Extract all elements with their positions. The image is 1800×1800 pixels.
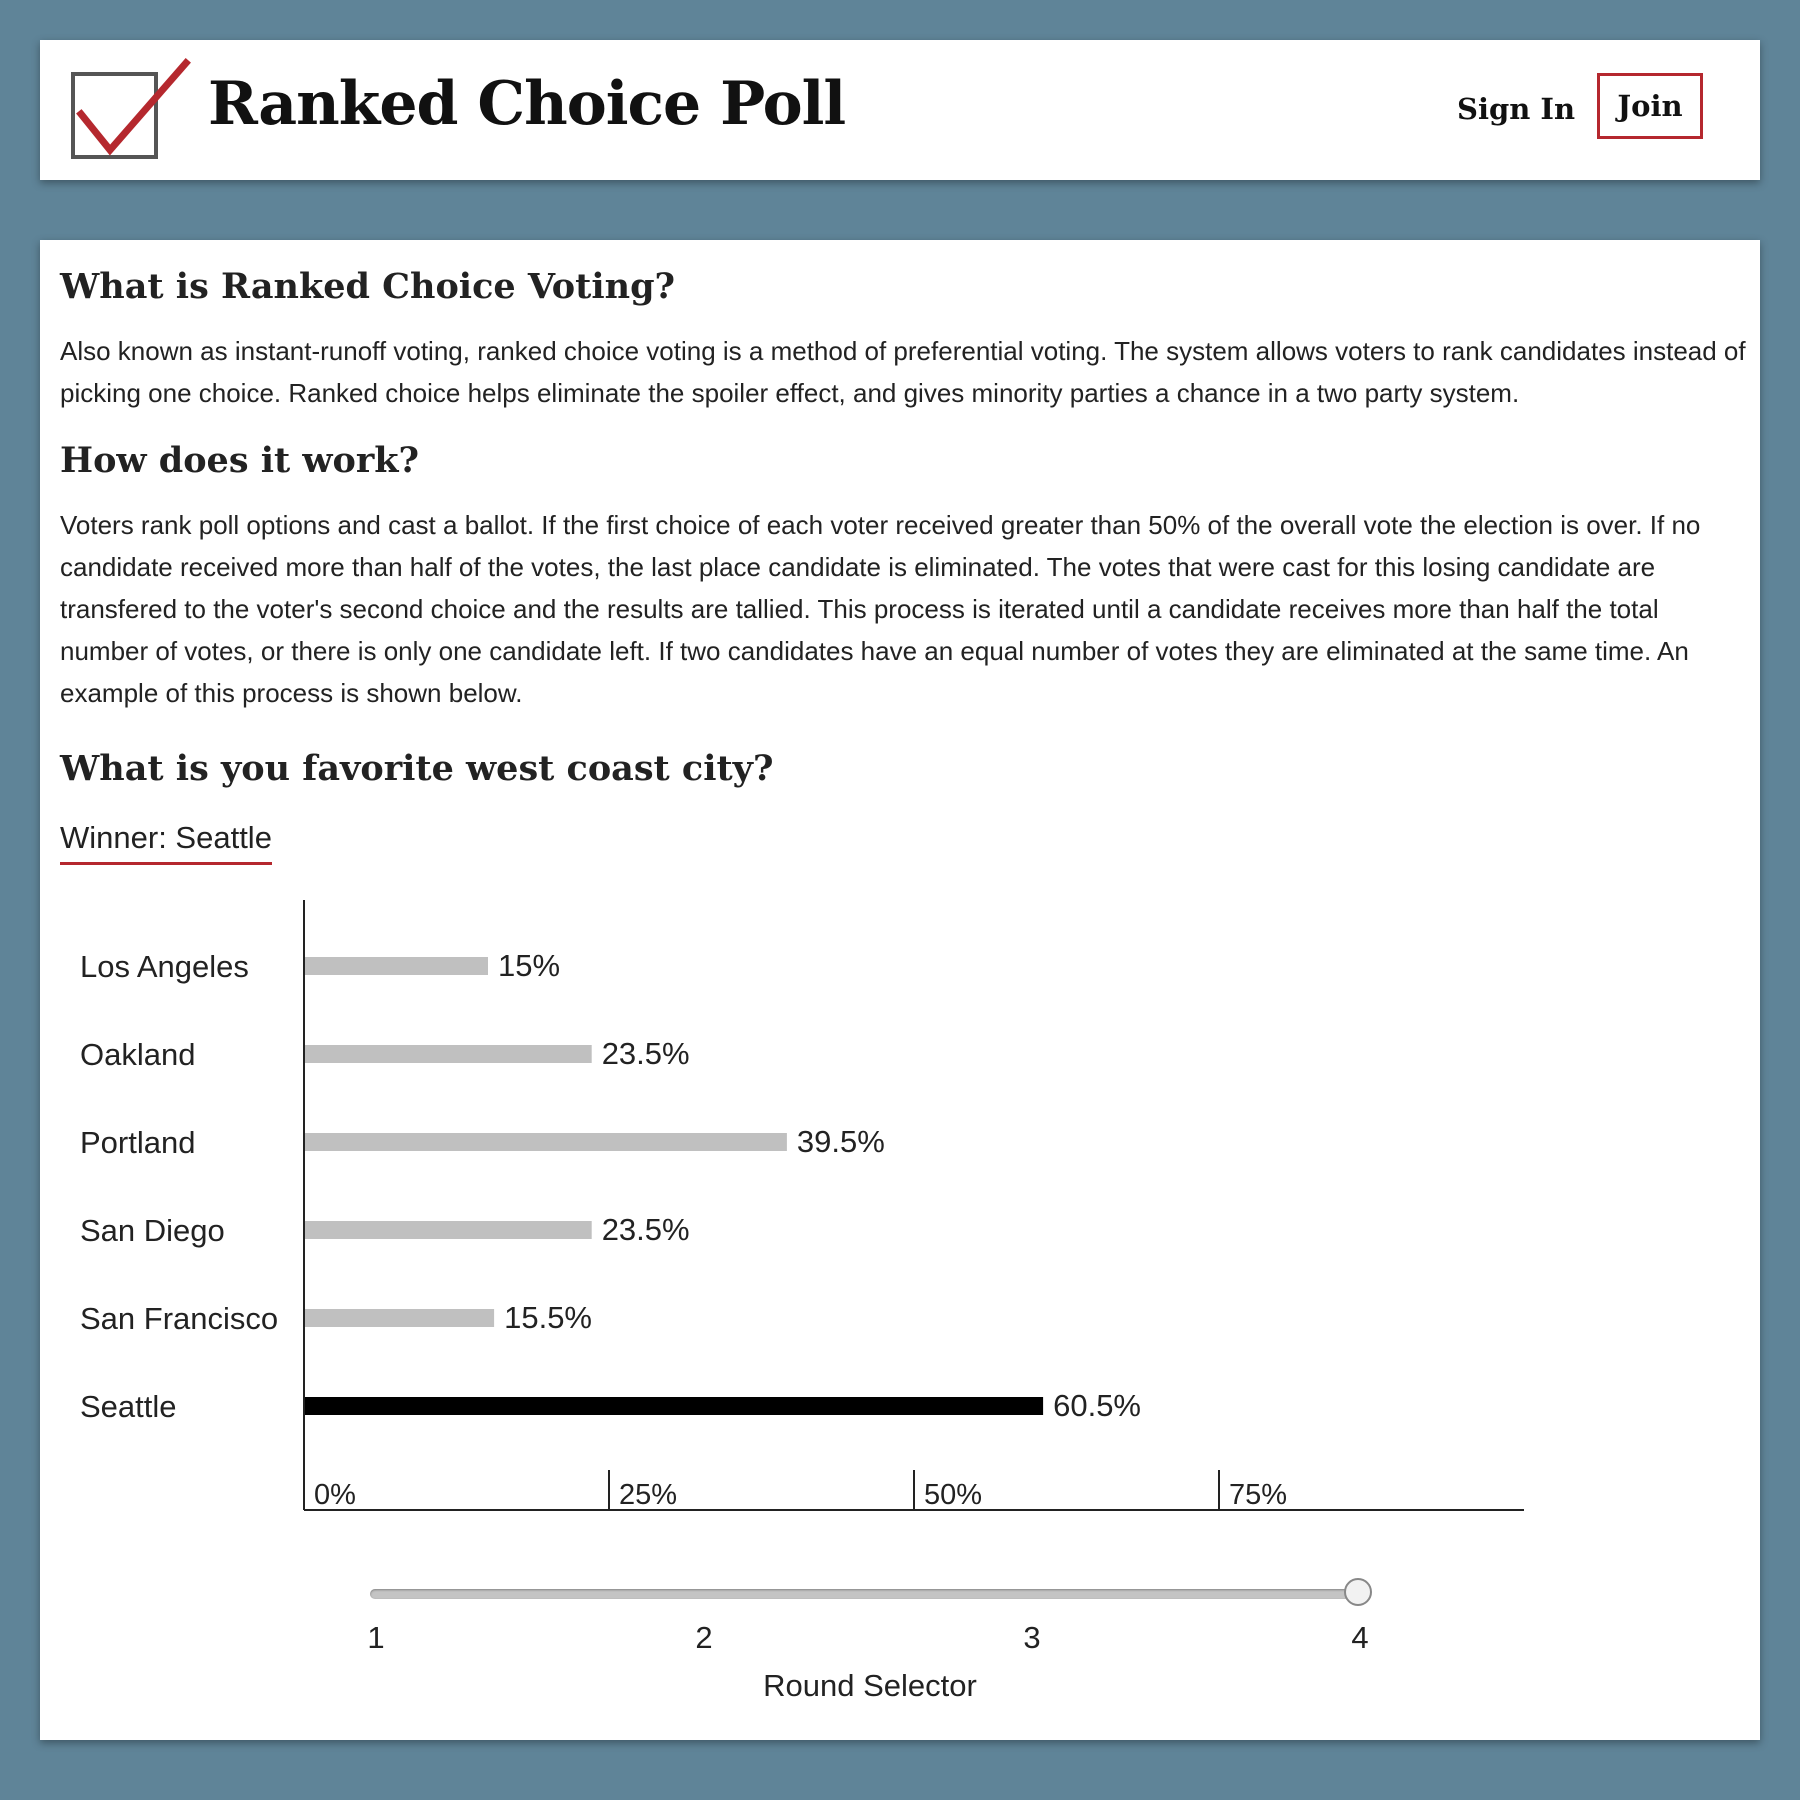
category-label: Portland [80, 1125, 195, 1160]
round-label[interactable]: 3 [1023, 1620, 1041, 1655]
bar [305, 1045, 592, 1063]
round-label[interactable]: 2 [695, 1620, 713, 1655]
join-button[interactable]: Join [1597, 73, 1703, 139]
bar-value-label: 15% [498, 948, 560, 983]
checkbox-logo-icon [71, 58, 191, 159]
round-label[interactable]: 1 [367, 1620, 385, 1655]
site-header: Ranked Choice Poll Sign In Join [40, 40, 1760, 180]
bar-value-label: 39.5% [797, 1124, 885, 1159]
x-tick-label: 0% [314, 1479, 356, 1511]
category-label: San Francisco [80, 1301, 278, 1336]
app-title: Ranked Choice Poll [208, 69, 846, 139]
how-heading: How does it work? [60, 440, 420, 481]
bar [305, 1133, 787, 1151]
main-content: What is Ranked Choice Voting? Also known… [40, 240, 1760, 1740]
intro-paragraph: Also known as instant-runoff voting, ran… [60, 336, 1746, 408]
x-tick-label: 75% [1229, 1479, 1287, 1511]
category-label: Los Angeles [80, 949, 249, 984]
how-paragraph: Voters rank poll options and cast a ball… [60, 510, 1701, 708]
round-label[interactable]: 4 [1351, 1620, 1369, 1655]
category-label: San Diego [80, 1213, 225, 1248]
bar [305, 1397, 1044, 1415]
round-slider-thumb[interactable] [1344, 1578, 1372, 1606]
category-label: Seattle [80, 1389, 177, 1424]
bar-value-label: 23.5% [602, 1036, 690, 1071]
bar [305, 957, 488, 975]
bar [305, 1221, 592, 1239]
x-tick-label: 50% [924, 1479, 982, 1511]
bar [305, 1309, 495, 1327]
round-slider-track[interactable] [370, 1589, 1354, 1599]
results-bar-chart: 0% 25% 50% 75% Los Angeles 15% Oakland 23.5% Por… [80, 900, 1524, 1511]
poll-question: What is you favorite west coast city? [60, 748, 774, 789]
intro-heading: What is Ranked Choice Voting? [60, 266, 676, 307]
bar-value-label: 15.5% [504, 1300, 592, 1335]
category-label: Oakland [80, 1037, 195, 1072]
sign-in-link[interactable]: Sign In [1457, 92, 1576, 126]
bar-value-label: 23.5% [602, 1212, 690, 1247]
bar-value-label: 60.5% [1053, 1388, 1141, 1423]
round-selector-caption: Round Selector [763, 1668, 977, 1703]
x-tick-label: 25% [619, 1479, 677, 1511]
winner-label: Winner: Seattle [60, 820, 272, 865]
